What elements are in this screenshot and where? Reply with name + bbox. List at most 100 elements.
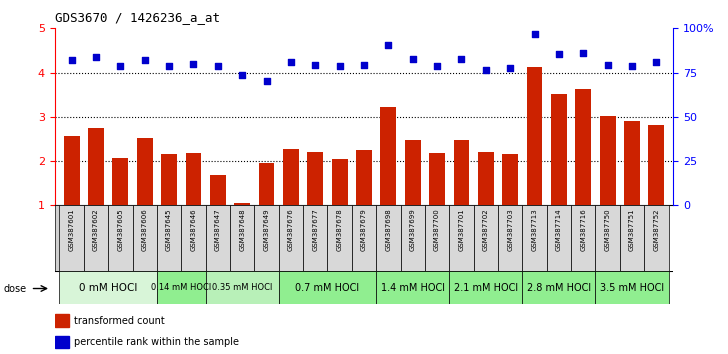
Text: GSM387714: GSM387714 bbox=[556, 209, 562, 251]
Bar bbox=[352, 205, 376, 271]
Point bbox=[237, 72, 248, 78]
Bar bbox=[161, 154, 177, 205]
Point bbox=[188, 61, 199, 67]
Text: GSM387702: GSM387702 bbox=[483, 209, 488, 251]
Bar bbox=[258, 163, 274, 205]
Point bbox=[456, 57, 467, 62]
Bar bbox=[502, 154, 518, 205]
Text: GSM387648: GSM387648 bbox=[240, 209, 245, 251]
Bar bbox=[64, 136, 79, 205]
Text: GSM387701: GSM387701 bbox=[459, 209, 464, 251]
Bar bbox=[381, 107, 396, 205]
Bar bbox=[405, 140, 421, 205]
Bar bbox=[376, 205, 400, 271]
Point bbox=[480, 68, 491, 73]
Bar bbox=[157, 271, 205, 304]
Bar bbox=[624, 121, 640, 205]
Bar bbox=[234, 203, 250, 205]
Text: dose: dose bbox=[4, 284, 27, 293]
Point bbox=[577, 50, 589, 56]
Bar bbox=[186, 153, 202, 205]
Text: GSM387602: GSM387602 bbox=[93, 209, 99, 251]
Bar bbox=[279, 271, 376, 304]
Text: 0 mM HOCl: 0 mM HOCl bbox=[79, 282, 138, 293]
Text: GSM387649: GSM387649 bbox=[264, 209, 269, 251]
Bar bbox=[181, 205, 205, 271]
Bar bbox=[454, 140, 470, 205]
Bar bbox=[332, 159, 347, 205]
Text: 2.8 mM HOCl: 2.8 mM HOCl bbox=[527, 282, 591, 293]
Bar bbox=[132, 205, 157, 271]
Point bbox=[334, 63, 346, 69]
Bar bbox=[600, 116, 616, 205]
Text: GDS3670 / 1426236_a_at: GDS3670 / 1426236_a_at bbox=[55, 11, 220, 24]
Text: GSM387606: GSM387606 bbox=[142, 209, 148, 251]
Text: GSM387703: GSM387703 bbox=[507, 209, 513, 251]
Bar bbox=[303, 205, 328, 271]
Point bbox=[651, 59, 662, 64]
Bar bbox=[449, 205, 474, 271]
Point bbox=[431, 63, 443, 69]
Point bbox=[139, 57, 151, 63]
Text: 2.1 mM HOCl: 2.1 mM HOCl bbox=[454, 282, 518, 293]
Bar bbox=[425, 205, 449, 271]
Bar bbox=[356, 150, 372, 205]
Point bbox=[602, 62, 614, 68]
Text: GSM387605: GSM387605 bbox=[117, 209, 123, 251]
Text: GSM387750: GSM387750 bbox=[605, 209, 611, 251]
Bar bbox=[523, 271, 596, 304]
Bar bbox=[376, 271, 449, 304]
Bar bbox=[254, 205, 279, 271]
Point bbox=[66, 57, 77, 63]
Bar bbox=[547, 205, 571, 271]
Text: GSM387713: GSM387713 bbox=[531, 209, 537, 251]
Text: percentile rank within the sample: percentile rank within the sample bbox=[74, 337, 239, 347]
Bar bbox=[307, 152, 323, 205]
Text: GSM387679: GSM387679 bbox=[361, 209, 367, 251]
Bar bbox=[596, 271, 668, 304]
Point bbox=[505, 65, 516, 71]
Bar bbox=[498, 205, 523, 271]
Text: GSM387677: GSM387677 bbox=[312, 209, 318, 251]
Text: GSM387676: GSM387676 bbox=[288, 209, 294, 251]
Bar bbox=[60, 205, 84, 271]
Bar bbox=[108, 205, 132, 271]
Point bbox=[285, 59, 297, 64]
Bar bbox=[157, 205, 181, 271]
Text: 3.5 mM HOCl: 3.5 mM HOCl bbox=[600, 282, 664, 293]
Text: GSM387698: GSM387698 bbox=[385, 209, 392, 251]
Point bbox=[309, 62, 321, 68]
Bar bbox=[430, 153, 445, 205]
Point bbox=[212, 63, 223, 69]
Bar bbox=[551, 94, 567, 205]
Bar bbox=[526, 67, 542, 205]
Bar bbox=[523, 205, 547, 271]
Bar bbox=[55, 336, 68, 348]
Bar bbox=[84, 205, 108, 271]
Text: GSM387646: GSM387646 bbox=[191, 209, 197, 251]
Text: 0.14 mM HOCl: 0.14 mM HOCl bbox=[151, 283, 211, 292]
Bar bbox=[60, 271, 157, 304]
Point bbox=[114, 63, 126, 69]
Point bbox=[626, 63, 638, 69]
Point bbox=[407, 57, 419, 62]
Text: 0.7 mM HOCl: 0.7 mM HOCl bbox=[296, 282, 360, 293]
Bar bbox=[571, 205, 596, 271]
Bar bbox=[620, 205, 644, 271]
Point bbox=[529, 31, 540, 36]
Point bbox=[553, 51, 565, 57]
Text: GSM387601: GSM387601 bbox=[68, 209, 75, 251]
Bar bbox=[205, 271, 279, 304]
Bar bbox=[112, 158, 128, 205]
Point bbox=[163, 63, 175, 69]
Bar bbox=[205, 205, 230, 271]
Bar bbox=[478, 152, 494, 205]
Point bbox=[358, 62, 370, 68]
Bar bbox=[449, 271, 523, 304]
Bar bbox=[55, 314, 68, 327]
Bar bbox=[596, 205, 620, 271]
Text: GSM387751: GSM387751 bbox=[629, 209, 635, 251]
Bar bbox=[649, 125, 664, 205]
Text: GSM387699: GSM387699 bbox=[410, 209, 416, 251]
Text: GSM387647: GSM387647 bbox=[215, 209, 221, 251]
